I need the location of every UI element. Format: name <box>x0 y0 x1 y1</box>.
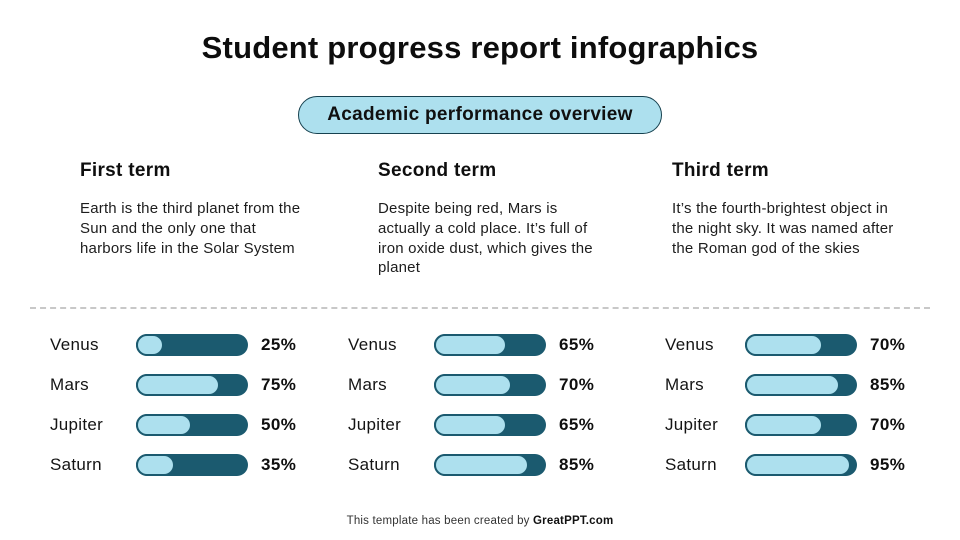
planet-label: Saturn <box>665 455 717 474</box>
progress-percent: 70% <box>870 415 906 434</box>
planet-label: Saturn <box>50 455 102 474</box>
progress-bars: Venus 65% Mars 70% Jupiter 65% Saturn <box>348 325 665 485</box>
progress-fill <box>434 374 513 396</box>
term-description: Earth is the third planet from the Sun a… <box>80 200 301 257</box>
footer-credit: This template has been created by GreatP… <box>0 515 960 527</box>
progress-fill <box>745 454 852 476</box>
planet-label: Saturn <box>348 455 400 474</box>
term-heading: Second term <box>378 160 497 181</box>
progress-track <box>434 414 546 436</box>
progress-track <box>434 334 546 356</box>
planet-label: Mars <box>348 375 387 394</box>
progress-track <box>745 454 857 476</box>
progress-track <box>434 454 546 476</box>
progress-fill <box>136 374 220 396</box>
progress-percent: 25% <box>261 335 297 354</box>
progress-row: Jupiter 70% <box>665 405 960 445</box>
term-columns: First term Earth is the third planet fro… <box>50 160 960 485</box>
planet-label: Venus <box>665 335 714 354</box>
term-description: It’s the fourth-brightest object in the … <box>672 200 894 257</box>
progress-fill <box>434 334 507 356</box>
page-title: Student progress report infographics <box>201 30 759 65</box>
term-column-third: Third term It’s the fourth-brightest obj… <box>665 160 960 485</box>
term-text-block: Second term Despite being red, Mars is a… <box>378 160 603 325</box>
progress-fill <box>136 454 176 476</box>
progress-row: Mars 75% <box>50 365 348 405</box>
progress-track <box>745 374 857 396</box>
progress-row: Saturn 95% <box>665 445 960 485</box>
planet-label: Mars <box>50 375 89 394</box>
progress-percent: 65% <box>559 415 595 434</box>
progress-percent: 85% <box>559 455 595 474</box>
progress-bars: Venus 70% Mars 85% Jupiter 70% Saturn <box>665 325 960 485</box>
overview-badge: Academic performance overview <box>298 96 662 134</box>
progress-row: Mars 70% <box>348 365 665 405</box>
progress-percent: 70% <box>559 375 595 394</box>
brand-name: GreatPPT.com <box>533 515 614 527</box>
progress-fill <box>745 334 824 356</box>
progress-percent: 75% <box>261 375 297 394</box>
planet-label: Jupiter <box>348 415 402 434</box>
progress-percent: 50% <box>261 415 297 434</box>
progress-row: Saturn 85% <box>348 445 665 485</box>
progress-row: Venus 25% <box>50 325 348 365</box>
progress-row: Saturn 35% <box>50 445 348 485</box>
progress-fill <box>745 414 824 436</box>
term-heading: Third term <box>672 160 769 181</box>
progress-track <box>745 334 857 356</box>
planet-label: Venus <box>348 335 397 354</box>
progress-row: Jupiter 50% <box>50 405 348 445</box>
progress-track <box>136 334 248 356</box>
progress-row: Jupiter 65% <box>348 405 665 445</box>
planet-label: Mars <box>665 375 704 394</box>
progress-track <box>434 374 546 396</box>
progress-percent: 70% <box>870 335 906 354</box>
planet-label: Venus <box>50 335 99 354</box>
progress-fill <box>745 374 841 396</box>
term-text-block: First term Earth is the third planet fro… <box>80 160 305 325</box>
progress-fill <box>434 414 507 436</box>
progress-row: Venus 65% <box>348 325 665 365</box>
progress-track <box>136 374 248 396</box>
progress-track <box>136 414 248 436</box>
badge-container: Academic performance overview <box>0 96 960 134</box>
progress-bars: Venus 25% Mars 75% Jupiter 50% Saturn <box>50 325 348 485</box>
term-text-block: Third term It’s the fourth-brightest obj… <box>672 160 897 325</box>
term-column-first: First term Earth is the third planet fro… <box>50 160 348 485</box>
term-column-second: Second term Despite being red, Mars is a… <box>348 160 665 485</box>
progress-percent: 95% <box>870 455 906 474</box>
progress-track <box>136 454 248 476</box>
dashed-divider <box>30 307 930 309</box>
progress-percent: 35% <box>261 455 297 474</box>
progress-row: Mars 85% <box>665 365 960 405</box>
term-heading: First term <box>80 160 171 181</box>
progress-track <box>745 414 857 436</box>
progress-row: Venus 70% <box>665 325 960 365</box>
progress-fill <box>136 334 164 356</box>
progress-fill <box>136 414 192 436</box>
planet-label: Jupiter <box>50 415 104 434</box>
term-description: Despite being red, Mars is actually a co… <box>378 200 593 277</box>
progress-percent: 65% <box>559 335 595 354</box>
progress-fill <box>434 454 530 476</box>
progress-percent: 85% <box>870 375 906 394</box>
footer-text: This template has been created by <box>346 515 534 527</box>
planet-label: Jupiter <box>665 415 719 434</box>
